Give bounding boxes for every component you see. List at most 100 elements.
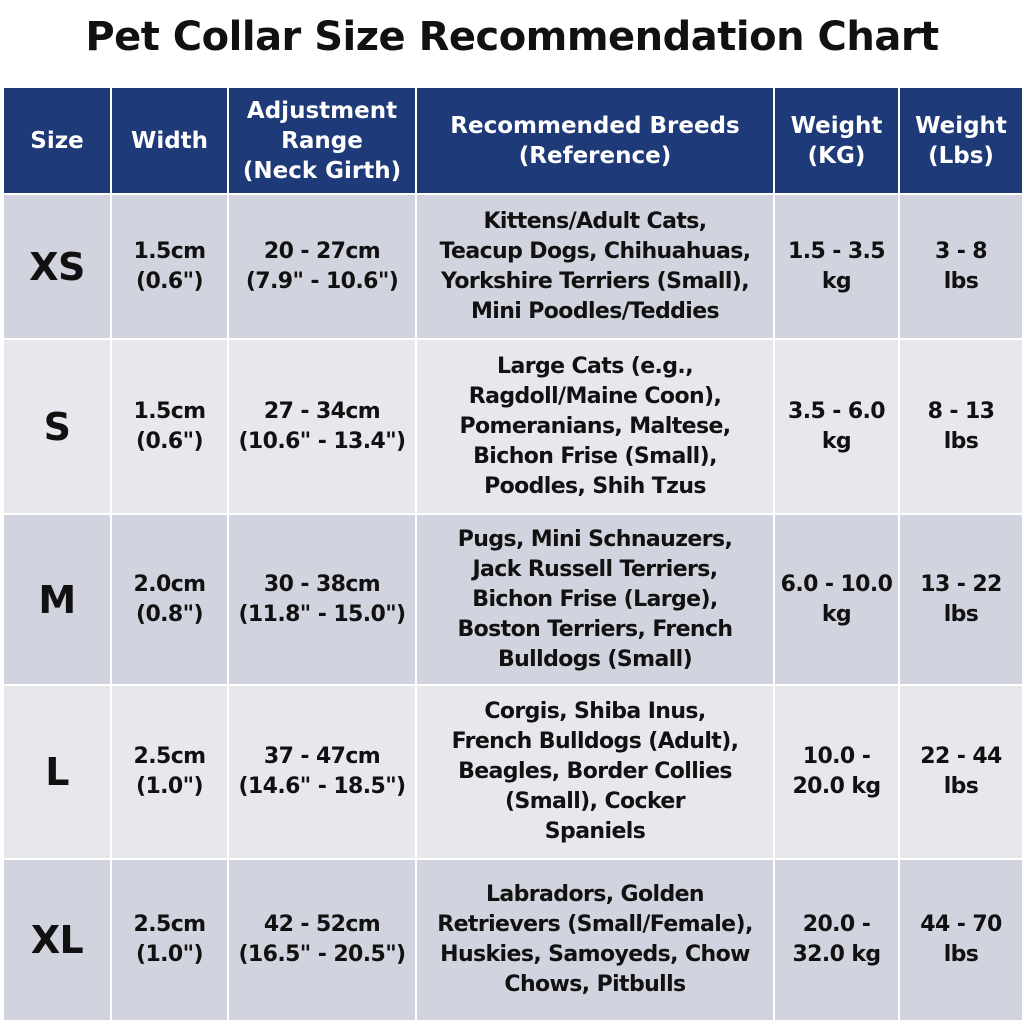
cell-line: Retrievers (Small/Female), bbox=[437, 912, 753, 937]
table-cell: 37 - 47cm (14.6" - 18.5") bbox=[227, 684, 417, 860]
table-cell: Corgis, Shiba Inus, French Bulldogs (Adul… bbox=[415, 684, 775, 860]
cell-line: 6.0 - 10.0 bbox=[780, 571, 893, 597]
cell-line: (1.0") bbox=[136, 942, 204, 967]
cell-line: (10.6" - 13.4") bbox=[238, 428, 406, 454]
header-cell: Weight (Lbs) bbox=[898, 86, 1024, 195]
cell-line: Size bbox=[30, 127, 84, 154]
header-row: Size Width Adjustment Range (Neck Girth) Reco… bbox=[2, 86, 1024, 195]
table-cell: 2.5cm (1.0") bbox=[110, 684, 229, 860]
cell-line: (Small), Cocker bbox=[505, 789, 686, 814]
cell-line: lbs bbox=[943, 268, 979, 294]
cell-line: 3.5 - 6.0 bbox=[788, 398, 886, 424]
cell-line: Kittens/Adult Cats, bbox=[483, 208, 707, 234]
cell-line: XL bbox=[30, 918, 84, 962]
cell-line: L bbox=[45, 750, 69, 794]
table-cell: 44 - 70 lbs bbox=[898, 858, 1024, 1022]
cell-line: (14.6" - 18.5") bbox=[238, 774, 406, 799]
table-row: XS 1.5cm (0.6") 20 - 27cm (7.9" - 10.6") Kitt… bbox=[2, 193, 1024, 340]
cell-line: Range bbox=[281, 127, 363, 154]
table-cell: 1.5 - 3.5 kg bbox=[773, 193, 900, 340]
cell-line: Huskies, Samoyeds, Chow bbox=[440, 942, 750, 967]
cell-line: 20.0 kg bbox=[792, 774, 881, 799]
size-cell: L bbox=[2, 684, 112, 860]
header-cell: Adjustment Range (Neck Girth) bbox=[227, 86, 417, 195]
table-cell: 42 - 52cm (16.5" - 20.5") bbox=[227, 858, 417, 1022]
table-cell: 2.5cm (1.0") bbox=[110, 858, 229, 1022]
cell-line: (Neck Girth) bbox=[242, 157, 402, 184]
cell-line: (0.8") bbox=[136, 601, 204, 627]
cell-line: Beagles, Border Collies bbox=[458, 759, 732, 784]
header-cell: Recommended Breeds (Reference) bbox=[415, 86, 775, 195]
cell-line: lbs bbox=[943, 774, 979, 799]
cell-line: lbs bbox=[943, 942, 979, 967]
cell-line: Weight bbox=[790, 112, 883, 139]
cell-line: Recommended Breeds bbox=[450, 112, 740, 139]
cell-line: 1.5cm bbox=[133, 398, 207, 424]
table-cell: 3 - 8 lbs bbox=[898, 193, 1024, 340]
table-cell: 10.0 - 20.0 kg bbox=[773, 684, 900, 860]
cell-line: 1.5 - 3.5 bbox=[788, 238, 886, 264]
title: Pet Collar Size Recommendation Chart bbox=[85, 14, 939, 60]
table-cell: 2.0cm (0.8") bbox=[110, 513, 229, 686]
cell-line: lbs bbox=[943, 428, 979, 454]
cell-line: (Reference) bbox=[518, 142, 672, 169]
size-cell: XS bbox=[2, 193, 112, 340]
cell-line: 44 - 70 bbox=[920, 912, 1002, 937]
cell-line: Ragdoll/Maine Coon), bbox=[468, 383, 722, 409]
cell-line: 32.0 kg bbox=[792, 942, 881, 967]
cell-line: 22 - 44 bbox=[920, 744, 1002, 769]
table-cell: 1.5cm (0.6") bbox=[110, 193, 229, 340]
table-row: M 2.0cm (0.8") 30 - 38cm (11.8" - 15.0") Pugs… bbox=[2, 513, 1024, 686]
size-table: Size Width Adjustment Range (Neck Girth) Reco… bbox=[2, 86, 1024, 1022]
cell-line: Poodles, Shih Tzus bbox=[484, 473, 706, 499]
cell-line: Bichon Frise (Small), bbox=[473, 443, 717, 469]
header-cell: Weight (KG) bbox=[773, 86, 900, 195]
cell-line: Weight bbox=[915, 112, 1007, 139]
cell-line: Spaniels bbox=[544, 819, 646, 844]
table-cell: 22 - 44 lbs bbox=[898, 684, 1024, 860]
cell-line: 1.5cm bbox=[133, 238, 207, 264]
cell-line: 20 - 27cm bbox=[263, 238, 381, 264]
cell-line: Bulldogs (Small) bbox=[497, 646, 693, 672]
cell-line: 2.5cm bbox=[133, 912, 207, 937]
table-cell: 8 - 13 lbs bbox=[898, 338, 1024, 515]
table-cell: 13 - 22 lbs bbox=[898, 513, 1024, 686]
cell-line: Teacup Dogs, Chihuahuas, bbox=[439, 238, 752, 264]
table-row: XL 2.5cm (1.0") 42 - 52cm (16.5" - 20.5") Lab… bbox=[2, 858, 1024, 1022]
table-cell: 20 - 27cm (7.9" - 10.6") bbox=[227, 193, 417, 340]
header-cell: Size bbox=[2, 86, 112, 195]
table-cell: Labradors, Golden Retrievers (Small/Femal… bbox=[415, 858, 775, 1022]
cell-line: 10.0 - bbox=[802, 744, 871, 769]
table-cell: 27 - 34cm (10.6" - 13.4") bbox=[227, 338, 417, 515]
cell-line: (Lbs) bbox=[928, 142, 994, 169]
cell-line: Labradors, Golden bbox=[486, 882, 705, 907]
cell-line: 37 - 47cm bbox=[263, 744, 381, 769]
cell-line: French Bulldogs (Adult), bbox=[451, 729, 739, 754]
cell-line: Chows, Pitbulls bbox=[504, 972, 686, 997]
cell-line: 2.5cm bbox=[133, 744, 207, 769]
cell-line: (7.9" - 10.6") bbox=[245, 268, 399, 294]
cell-line: Mini Poodles/Teddies bbox=[470, 298, 720, 324]
cell-line: 8 - 13 bbox=[927, 398, 995, 424]
table-cell: 6.0 - 10.0 kg bbox=[773, 513, 900, 686]
table-row: S 1.5cm (0.6") 27 - 34cm (10.6" - 13.4") Larg… bbox=[2, 338, 1024, 515]
table-cell: Kittens/Adult Cats, Teacup Dogs, Chihuahu… bbox=[415, 193, 775, 340]
cell-line: XS bbox=[29, 244, 85, 289]
table-cell: 30 - 38cm (11.8" - 15.0") bbox=[227, 513, 417, 686]
cell-line: lbs bbox=[943, 601, 979, 627]
size-cell: XL bbox=[2, 858, 112, 1022]
cell-line: 30 - 38cm bbox=[263, 571, 381, 597]
cell-line: Boston Terriers, French bbox=[457, 616, 733, 642]
cell-line: 13 - 22 bbox=[920, 571, 1002, 597]
size-cell: M bbox=[2, 513, 112, 686]
table-cell: 3.5 - 6.0 kg bbox=[773, 338, 900, 515]
cell-line: Pomeranians, Maltese, bbox=[459, 413, 731, 439]
table-cell: 1.5cm (0.6") bbox=[110, 338, 229, 515]
cell-line: 42 - 52cm bbox=[263, 912, 381, 937]
cell-line: (0.6") bbox=[136, 428, 204, 454]
cell-line: 27 - 34cm bbox=[263, 398, 381, 424]
cell-line: (KG) bbox=[807, 142, 866, 169]
cell-line: Jack Russell Terriers, bbox=[472, 556, 718, 582]
cell-line: (16.5" - 20.5") bbox=[238, 942, 406, 967]
